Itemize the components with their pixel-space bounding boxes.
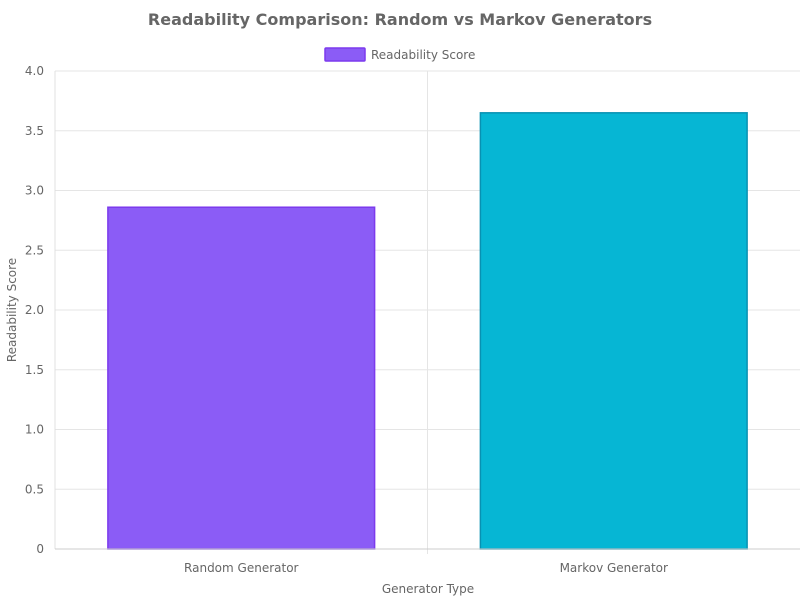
x-tick-label: Random Generator — [184, 561, 299, 575]
y-tick-label: 3.5 — [25, 124, 44, 138]
legend[interactable]: Readability Score — [324, 47, 475, 62]
y-tick-label: 0.5 — [25, 482, 44, 496]
axes — [54, 71, 800, 550]
chart-title: Readability Comparison: Random vs Markov… — [148, 10, 652, 29]
y-axis-label: Readability Score — [5, 258, 19, 362]
y-tick-label: 4.0 — [25, 64, 44, 78]
x-axis-label: Generator Type — [382, 582, 474, 596]
y-tick-label: 3.0 — [25, 184, 44, 198]
y-tick-label: 0 — [36, 542, 44, 556]
y-tick-labels: 0 0.5 1.0 1.5 2.0 2.5 3.0 3.5 4.0 — [25, 64, 44, 556]
bar-random-generator[interactable] — [107, 206, 376, 550]
x-tick-label: Markov Generator — [560, 561, 668, 575]
y-tick-label: 1.0 — [25, 423, 44, 437]
x-tick-labels: Random Generator Markov Generator — [184, 561, 668, 575]
bar-markov-generator[interactable] — [479, 112, 748, 550]
y-tick-label: 2.0 — [25, 303, 44, 317]
legend-swatch — [324, 47, 366, 62]
y-tick-label: 1.5 — [25, 363, 44, 377]
legend-label: Readability Score — [371, 48, 475, 62]
bars — [107, 112, 748, 550]
y-tick-label: 2.5 — [25, 243, 44, 257]
